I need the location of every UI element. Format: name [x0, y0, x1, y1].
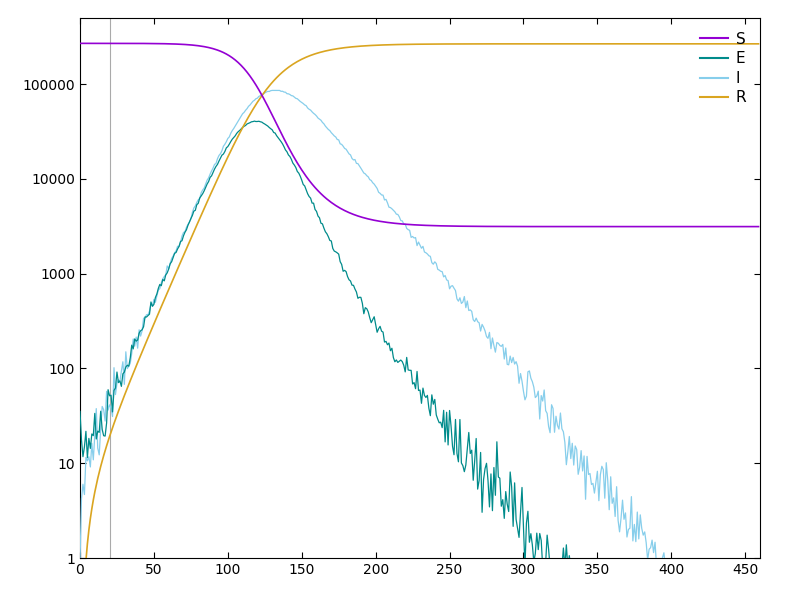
I: [625, 524, 634, 532]
S: [624, 223, 634, 230]
R: [89, 496, 98, 503]
E: [644, 563, 654, 571]
S: [302, 173, 311, 180]
I: [643, 556, 653, 563]
I: [269, 87, 278, 94]
E: [303, 190, 313, 197]
R: [302, 53, 311, 61]
I: [75, 560, 85, 568]
E: [626, 563, 636, 571]
E: [442, 409, 451, 416]
Line: R: R: [80, 44, 758, 567]
Line: S: S: [80, 43, 758, 227]
S: [649, 223, 658, 230]
S: [440, 223, 450, 230]
E: [652, 563, 662, 571]
E: [75, 408, 85, 415]
I: [654, 563, 664, 571]
I: [89, 456, 98, 463]
R: [754, 40, 763, 47]
Line: E: E: [80, 121, 758, 567]
I: [754, 563, 763, 571]
I: [303, 104, 313, 112]
R: [440, 40, 450, 47]
R: [624, 40, 634, 47]
I: [650, 539, 660, 546]
E: [520, 563, 530, 571]
Line: I: I: [80, 91, 758, 567]
S: [754, 223, 763, 230]
Legend: S, E, I, R: S, E, I, R: [694, 26, 752, 112]
R: [75, 563, 85, 571]
S: [75, 40, 85, 47]
R: [649, 40, 658, 47]
E: [89, 432, 98, 439]
I: [442, 276, 451, 283]
S: [642, 223, 651, 230]
R: [642, 40, 651, 47]
S: [89, 40, 98, 47]
E: [754, 563, 763, 571]
E: [250, 118, 259, 125]
